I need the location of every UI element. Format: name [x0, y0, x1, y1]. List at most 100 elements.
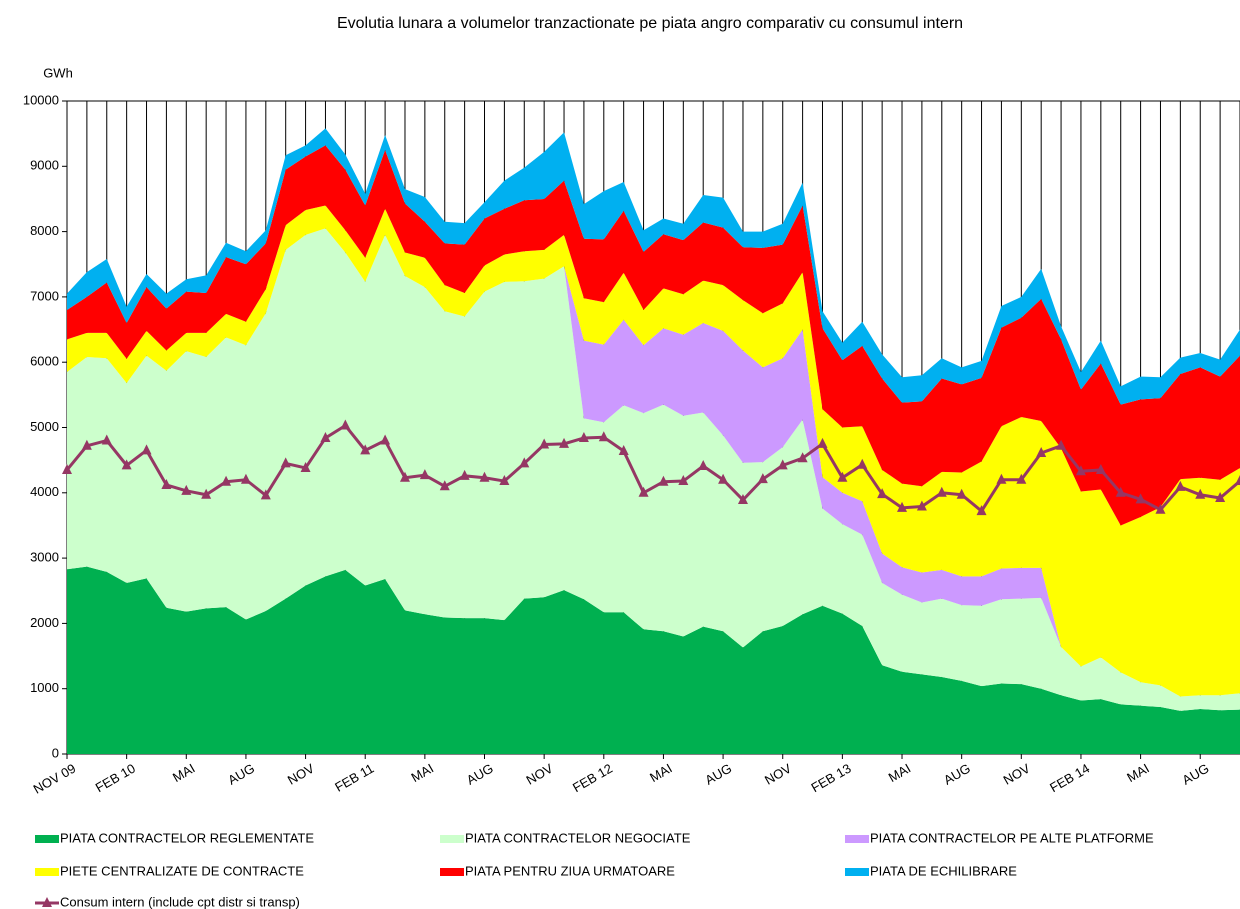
- line-marker: [936, 486, 947, 497]
- line-marker: [658, 475, 669, 486]
- line-marker: [300, 461, 311, 472]
- legend-swatch: [440, 868, 464, 876]
- line-marker: [280, 457, 291, 468]
- x-tick-label: FEB 14: [1047, 761, 1092, 796]
- legend-label: PIATA CONTRACTELOR REGLEMENTATE: [60, 830, 314, 845]
- line-marker: [1016, 473, 1027, 484]
- line-marker: [857, 458, 868, 469]
- line-marker: [638, 486, 649, 497]
- line-marker: [101, 434, 112, 445]
- line-marker: [1115, 486, 1126, 497]
- legend-swatch: [440, 835, 464, 843]
- line-marker: [1056, 439, 1067, 450]
- line-marker: [976, 505, 987, 516]
- line-marker: [380, 434, 391, 445]
- x-tick-label: FEB 12: [570, 761, 615, 796]
- line-marker: [1155, 503, 1166, 514]
- x-tick-label: NOV: [285, 760, 317, 787]
- line-marker: [1175, 480, 1186, 491]
- line-marker: [499, 475, 510, 486]
- y-tick-label: 3000: [30, 550, 59, 565]
- y-tick-label: 7000: [30, 288, 59, 303]
- line-marker: [559, 437, 570, 448]
- line-marker: [1235, 475, 1240, 486]
- x-tick-label: AUG: [225, 761, 257, 788]
- line-marker: [221, 475, 232, 486]
- legend-label: PIATA PENTRU ZIUA URMATOARE: [465, 863, 675, 878]
- line-marker: [320, 431, 331, 442]
- line-marker: [201, 488, 212, 499]
- line-marker: [1095, 463, 1106, 474]
- y-tick-label: 2000: [30, 615, 59, 630]
- x-tick-label: FEB 10: [93, 761, 138, 796]
- line-marker: [62, 463, 72, 474]
- line-marker: [1075, 465, 1086, 476]
- x-tick-label: AUG: [702, 761, 734, 788]
- y-tick-label: 0: [52, 745, 59, 760]
- line-marker: [678, 475, 689, 486]
- line-marker: [419, 469, 430, 480]
- legend-label: PIATA DE ECHILIBRARE: [870, 863, 1017, 878]
- legend-label: Consum intern (include cpt distr si tran…: [60, 894, 300, 909]
- legend-swatch: [845, 868, 869, 876]
- x-tick-label: NOV: [762, 760, 794, 787]
- line-marker: [777, 459, 788, 470]
- line-marker: [797, 452, 808, 463]
- line-marker: [161, 478, 172, 489]
- line-marker: [240, 473, 251, 484]
- line-marker: [539, 438, 550, 449]
- y-tick-label: 1000: [30, 680, 59, 695]
- line-marker: [1135, 493, 1146, 504]
- line-marker: [1215, 492, 1226, 503]
- y-tick-label: 5000: [30, 419, 59, 434]
- x-tick-label: MAI: [1124, 761, 1152, 786]
- line: [65, 423, 1240, 514]
- y-tick-label: 6000: [30, 354, 59, 369]
- line-marker: [897, 501, 908, 512]
- area: [67, 228, 1240, 697]
- line-marker: [519, 457, 530, 468]
- line-marker: [479, 471, 490, 482]
- line-marker: [360, 444, 371, 455]
- x-tick-label: NOV 09: [31, 761, 79, 797]
- line-marker: [141, 444, 152, 455]
- line-marker: [578, 431, 589, 442]
- y-tick-label: 9000: [30, 158, 59, 173]
- line-marker: [181, 484, 192, 495]
- legend-swatch: [35, 868, 59, 876]
- y-tick-label: 8000: [30, 223, 59, 238]
- area: [67, 228, 1240, 711]
- line-marker: [1195, 488, 1206, 499]
- legend-swatch: [35, 835, 59, 843]
- line-marker: [459, 469, 470, 480]
- y-tick-label: 10000: [23, 92, 59, 107]
- line-marker: [260, 489, 271, 500]
- line-marker: [737, 493, 748, 504]
- line-marker: [81, 439, 92, 450]
- line-marker: [956, 488, 967, 499]
- line-marker: [399, 471, 410, 482]
- line-marker: [877, 488, 888, 499]
- line-marker: [698, 460, 709, 471]
- line-marker: [1036, 446, 1047, 457]
- line-marker: [439, 480, 450, 491]
- y-axis-unit: GWh: [43, 65, 73, 80]
- line-marker: [996, 473, 1007, 484]
- x-tick-label: AUG: [941, 761, 973, 788]
- area: [67, 205, 1240, 697]
- line-marker: [837, 471, 848, 482]
- line-marker: [618, 445, 629, 456]
- line-marker: [340, 419, 351, 430]
- legend-label: PIETE CENTRALIZATE DE CONTRACTE: [60, 863, 304, 878]
- x-tick-label: FEB 13: [809, 761, 854, 796]
- line-marker: [757, 473, 768, 484]
- x-tick-label: MAI: [886, 761, 914, 786]
- area: [67, 566, 1240, 754]
- legend-swatch: [845, 835, 869, 843]
- line-marker: [916, 500, 927, 511]
- line-marker: [817, 437, 828, 448]
- legend-label: PIATA CONTRACTELOR PE ALTE PLATFORME: [870, 830, 1154, 845]
- x-tick-label: AUG: [1180, 761, 1212, 788]
